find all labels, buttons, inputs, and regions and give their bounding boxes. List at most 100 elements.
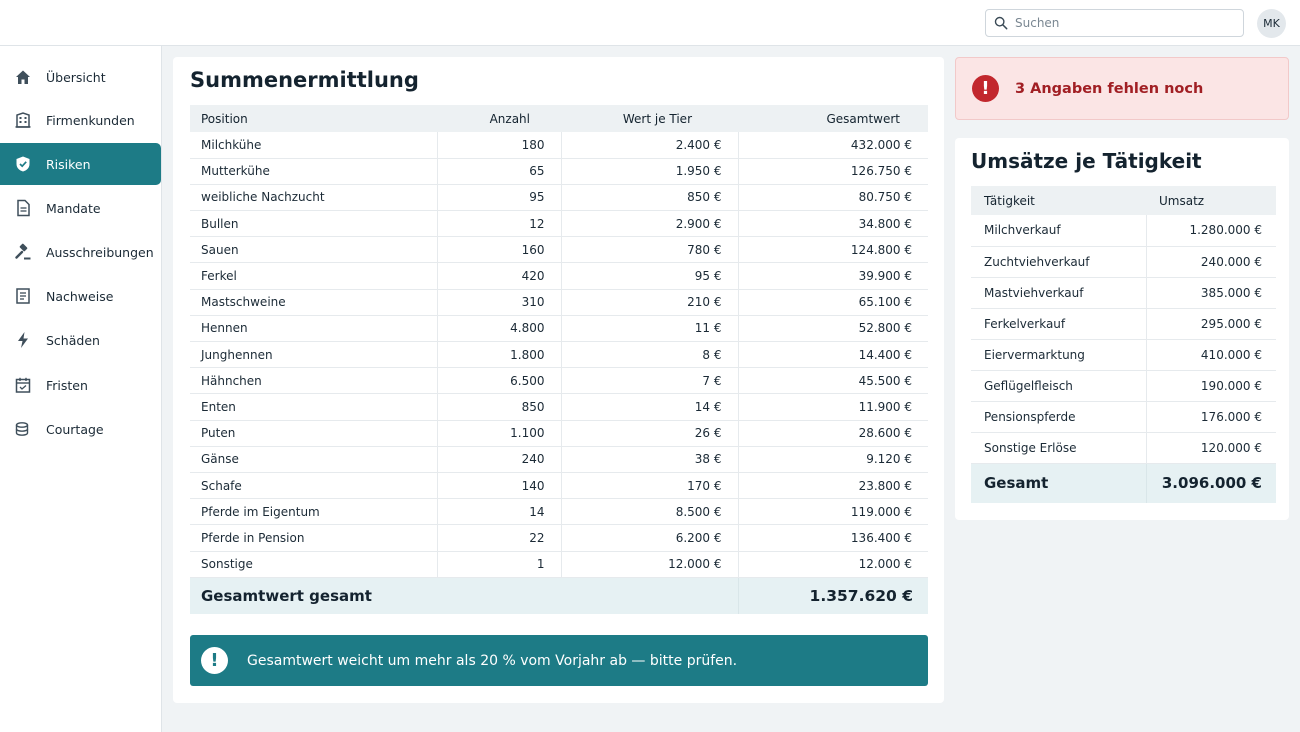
table-row: Hähnchen 6.500 7 €45.500 € [190,367,928,395]
table-row: Hennen 4.800 11 €52.800 € [190,315,928,343]
sidebar-item-firmenkunden[interactable]: Firmenkunden [0,99,161,141]
table-cell: 8.500 € [560,498,738,526]
umsatz-table: Tätigkeit Umsatz Milchverkauf 1.280.000 €… [971,186,1276,503]
summen-table: Position Anzahl Wert je Tier Gesamtwert … [190,105,928,615]
table-cell: 14 [436,498,561,526]
table-cell: 126.750 € [737,158,928,185]
table-row: Zuchtviehverkauf 240.000 € [971,246,1276,278]
column-header: Position [190,105,437,132]
table-cell: 1.100 [436,420,561,447]
table-cell: Milchverkauf [971,215,1146,247]
sidebar-item-schaeden[interactable]: Schäden [0,319,161,361]
search-icon [994,16,1008,30]
sidebar-item-label: Courtage [46,421,104,437]
table-row: Ferkel 420 95 €39.900 € [190,262,928,290]
sidebar-item-mandate[interactable]: Mandate [0,187,161,229]
table-row: Milchverkauf 1.280.000 € [971,215,1276,247]
table-row: Mutterkühe 65 1.950 €126.750 € [190,158,928,185]
table-cell: Ferkel [190,262,437,290]
table-cell: 1.950 € [560,158,738,185]
table-cell: Sonstige [190,551,437,578]
table-cell: 140 [436,472,561,500]
table-cell: 6.500 [436,367,561,395]
page-title: Summenermittlung [190,68,419,92]
table-cell: 6.200 € [560,524,738,552]
table-cell: 420 [436,262,561,290]
gavel-icon [14,243,32,261]
table-row: weibliche Nachzucht 95 850 €80.750 € [190,184,928,212]
table-row: Geflügelfleisch 190.000 € [971,370,1276,402]
table-row: Eiervermarktung 410.000 € [971,339,1276,371]
sidebar-item-risiken[interactable]: Risiken [0,143,161,185]
building-icon [14,111,32,129]
table-row: Pferde im Eigentum 14 8.500 €119.000 € [190,498,928,526]
total-label: Gesamt [971,463,1146,503]
table-row: Pensionspferde 176.000 € [971,401,1276,433]
sidebar-item-uebersicht[interactable]: Übersicht [0,56,161,98]
calendar-icon [14,376,32,394]
table-cell: Pferde im Eigentum [190,498,437,526]
sidebar-item-fristen[interactable]: Fristen [0,364,161,406]
table-row: Puten 1.100 26 €28.600 € [190,420,928,447]
column-header: Anzahl [437,105,561,132]
table-row: Bullen 12 2.900 €34.800 € [190,210,928,238]
exclamation-icon: ! [201,647,228,674]
table-cell: 2.900 € [560,210,738,238]
table-cell: 240.000 € [1145,246,1276,278]
table-cell: Hennen [190,315,437,343]
sidebar-item-ausschreibungen[interactable]: Ausschreibungen [0,231,161,273]
alert-text: 3 Angaben fehlen noch [1015,80,1204,97]
table-cell: 52.800 € [737,315,928,343]
table-cell: Sonstige Erlöse [971,432,1146,464]
table-cell: 95 [436,184,561,212]
table-cell: 12.000 € [560,551,738,578]
sidebar-item-nachweise[interactable]: Nachweise [0,275,161,317]
table-cell: 170 € [560,472,738,500]
sidebar-item-courtage[interactable]: Courtage [0,408,161,450]
table-cell: Schafe [190,472,437,500]
sidebar-item-label: Mandate [46,200,101,216]
table-cell: 1.800 [436,341,561,369]
table-cell: 39.900 € [737,262,928,290]
table-row: Sonstige 1 12.000 €12.000 € [190,551,928,578]
table-cell: 850 € [560,184,738,212]
table-cell: 65 [436,158,561,185]
total-row: Gesamt 3.096.000 € [971,463,1276,503]
table-cell: Mastviehverkauf [971,277,1146,309]
table-row: Ferkelverkauf 295.000 € [971,308,1276,340]
table-cell: 190.000 € [1145,370,1276,402]
search-input[interactable] [1015,16,1235,30]
table-cell: Gänse [190,446,437,473]
avatar[interactable]: MK [1257,9,1286,38]
warning-text: Gesamtwert weicht um mehr als 20 % vom V… [247,652,738,669]
table-cell: 124.800 € [737,236,928,264]
table-cell: 176.000 € [1145,401,1276,433]
table-cell: 26 € [560,420,738,447]
search-box[interactable] [985,9,1244,37]
table-cell: 295.000 € [1145,308,1276,340]
sidebar-item-label: Fristen [46,377,88,393]
checklist-icon [14,287,32,305]
table-cell: 34.800 € [737,210,928,238]
total-label: Gesamtwert gesamt [190,577,738,615]
table-cell: 850 [436,393,561,421]
table-cell: 45.500 € [737,367,928,395]
home-icon [14,68,32,86]
table-cell: Bullen [190,210,437,238]
table-cell: Enten [190,393,437,421]
summenermittlung-card: Summenermittlung Position Anzahl Wert je… [173,57,944,703]
section-title: Umsätze je Tätigkeit [971,149,1202,173]
sidebar-item-label: Übersicht [46,69,106,85]
table-cell: 14 € [560,393,738,421]
table-row: Gänse 240 38 €9.120 € [190,446,928,473]
table-cell: Hähnchen [190,367,437,395]
table-cell: 136.400 € [737,524,928,552]
table-cell: 432.000 € [737,132,928,159]
table-row: Schafe 140 170 €23.800 € [190,472,928,500]
table-cell: 210 € [560,289,738,316]
sidebar: Übersicht Firmenkunden Risiken Mandate A… [0,46,162,732]
column-header: Umsatz [1146,186,1276,215]
missing-data-alert[interactable]: ! 3 Angaben fehlen noch [955,57,1289,120]
table-cell: 11 € [560,315,738,343]
table-row: Mastschweine 310 210 €65.100 € [190,289,928,316]
